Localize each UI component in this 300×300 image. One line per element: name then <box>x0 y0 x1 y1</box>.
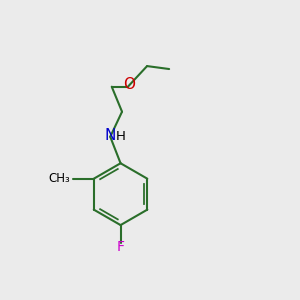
Text: F: F <box>117 240 124 254</box>
Text: H: H <box>116 130 125 143</box>
Text: CH₃: CH₃ <box>49 172 70 185</box>
Text: N: N <box>105 128 116 143</box>
Text: O: O <box>123 77 135 92</box>
